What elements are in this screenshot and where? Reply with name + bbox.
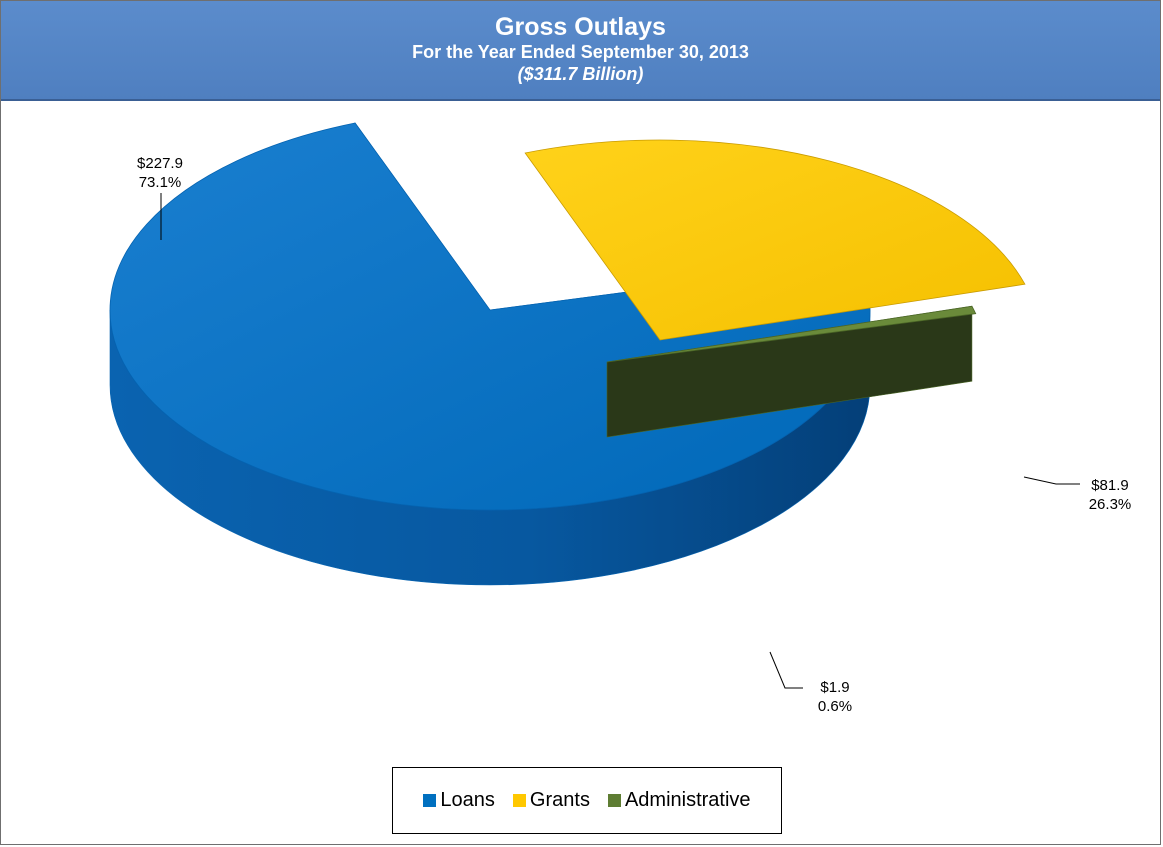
data-label-percent-administrative: 0.6% (818, 698, 852, 715)
data-label-value-loans: $227.9 (137, 155, 183, 172)
pie-top-administrative (606, 305, 977, 363)
chart-subtitle: For the Year Ended September 30, 2013 (412, 42, 749, 62)
pie-slice-administrative (606, 305, 977, 438)
legend-swatch-administrative (607, 794, 621, 807)
data-label-value-grants: $81.9 (1091, 477, 1129, 494)
data-label-percent-loans: 73.1% (139, 174, 182, 191)
legend-label-loans: Loans (440, 789, 495, 811)
legend-swatch-loans (423, 794, 437, 807)
leader-line-grants (1023, 476, 1080, 485)
pie-top-grants (524, 139, 1026, 341)
pie-slice-grants (524, 139, 1026, 341)
legend-label-administrative: Administrative (624, 789, 751, 811)
data-label-percent-grants: 26.3% (1089, 496, 1132, 513)
legend-item-grants: Grants (512, 789, 590, 812)
legend-label-grants: Grants (529, 789, 590, 811)
legend-item-administrative: Administrative (607, 789, 751, 812)
chart-title: Gross Outlays (495, 13, 666, 41)
chart-total: ($311.7 Billion) (517, 64, 644, 84)
legend-swatch-grants (512, 794, 526, 807)
legend-item-loans: Loans (423, 789, 495, 812)
data-label-value-administrative: $1.9 (820, 679, 849, 696)
chart-header: Gross Outlays For the Year Ended Septemb… (1, 1, 1160, 101)
chart-legend: Loans Grants Administrative (392, 767, 782, 834)
leader-line-administrative (769, 651, 803, 689)
